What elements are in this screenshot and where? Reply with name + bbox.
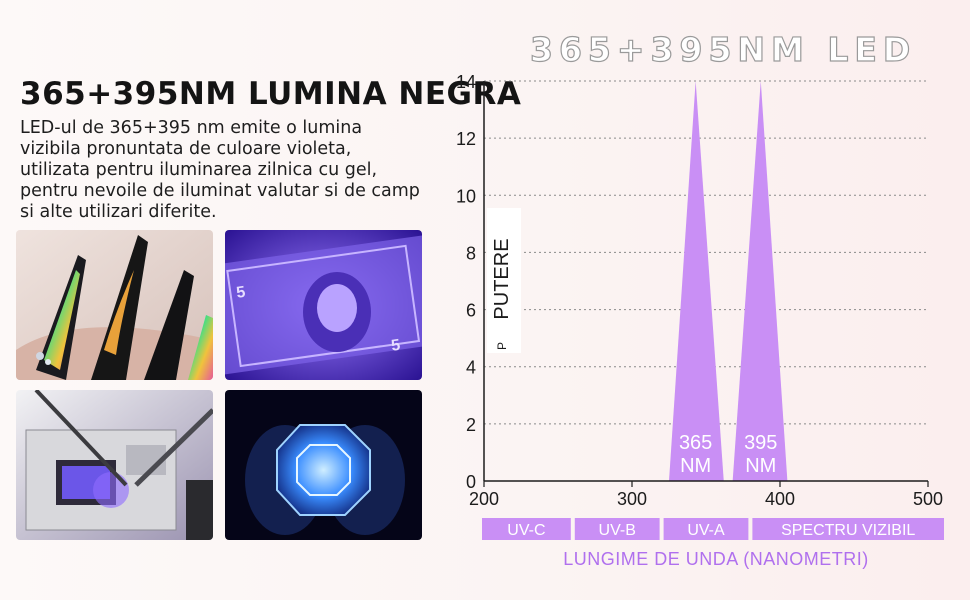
- description: LED-ul de 365+395 nm emite o lumina vizi…: [20, 118, 420, 222]
- chart-axes: 0 2 4 6 8 10 12 14 200 300 400 500: [456, 72, 943, 509]
- y-tick-label: 8: [466, 243, 476, 263]
- peak-label: NM: [680, 455, 711, 477]
- y-label-backdrop: [487, 208, 521, 353]
- spectrum-band-label: SPECTRU VIZIBIL: [781, 522, 915, 539]
- y-axis-label: PUTERE: [491, 238, 513, 319]
- headline: 365+395NM LUMINA NEGRA: [20, 76, 522, 112]
- spectrum-band-label: UV-C: [507, 522, 545, 539]
- y-tick-label: 4: [466, 358, 476, 378]
- y-axis-label-prefix: P: [495, 342, 509, 350]
- y-tick-label: 14: [456, 72, 476, 92]
- spectrum-bands: UV-C UV-B UV-A SPECTRU VIZIBIL: [482, 518, 944, 540]
- y-tick-label: 0: [466, 472, 476, 492]
- nails-photo-icon: [16, 230, 213, 380]
- peak-label: NM: [745, 455, 776, 477]
- y-tick-label: 6: [466, 301, 476, 321]
- peak-area: [669, 81, 724, 481]
- y-tick-label: 12: [456, 129, 476, 149]
- spectrum-band: [574, 518, 660, 540]
- svg-text:5: 5: [235, 284, 246, 302]
- x-tick-label: 500: [913, 489, 943, 509]
- x-tick-label: 300: [617, 489, 647, 509]
- y-tick-label: 10: [456, 186, 476, 206]
- chart-title: 365+395NM LED: [529, 29, 917, 69]
- circuit-board-photo-icon: [16, 390, 213, 540]
- gemstone-photo-icon: [225, 390, 422, 540]
- banknote-photo-icon: 5 5: [225, 230, 422, 380]
- peak-area: [732, 81, 788, 481]
- peak-label: 395: [744, 432, 777, 454]
- spectrum-band: [752, 518, 944, 540]
- x-tick-label: 200: [469, 489, 499, 509]
- svg-text:5: 5: [390, 337, 401, 355]
- peak-label: 365: [679, 432, 712, 454]
- spectrum-band: [482, 518, 571, 540]
- x-axis-label: LUNGIME DE UNDA (NANOMETRI): [563, 549, 869, 569]
- spectrum-band-label: UV-A: [687, 522, 725, 539]
- spectrum-band-label: UV-B: [599, 522, 636, 539]
- spectrum-band: [663, 518, 749, 540]
- x-tick-label: 400: [765, 489, 795, 509]
- y-tick-label: 2: [466, 415, 476, 435]
